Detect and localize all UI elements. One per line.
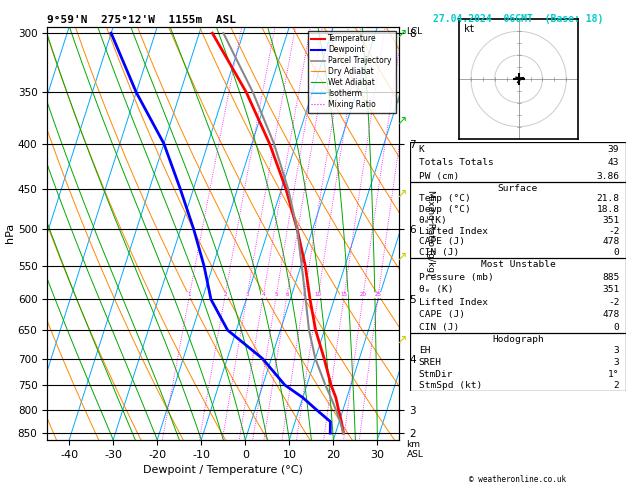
Text: Lifted Index: Lifted Index: [419, 226, 487, 236]
Text: CIN (J): CIN (J): [419, 248, 459, 257]
Text: 0: 0: [614, 248, 620, 257]
Text: 10: 10: [315, 293, 322, 297]
Text: 0: 0: [614, 323, 620, 332]
Text: 3: 3: [614, 347, 620, 355]
Text: ↗: ↗: [396, 28, 406, 40]
Legend: Temperature, Dewpoint, Parcel Trajectory, Dry Adiabat, Wet Adiabat, Isotherm, Mi: Temperature, Dewpoint, Parcel Trajectory…: [308, 31, 396, 113]
Text: StmDir: StmDir: [419, 370, 454, 379]
Text: 1°: 1°: [608, 370, 620, 379]
Text: CAPE (J): CAPE (J): [419, 310, 465, 319]
Text: 39: 39: [608, 145, 620, 154]
Text: θₑ(K): θₑ(K): [419, 216, 447, 225]
Text: Dewp (°C): Dewp (°C): [419, 205, 470, 214]
Text: SREH: SREH: [419, 358, 442, 367]
Text: Totals Totals: Totals Totals: [419, 158, 494, 167]
Text: CAPE (J): CAPE (J): [419, 238, 465, 246]
Text: 20: 20: [360, 293, 367, 297]
Text: Temp (°C): Temp (°C): [419, 194, 470, 204]
Text: Pressure (mb): Pressure (mb): [419, 273, 494, 281]
Text: 885: 885: [602, 273, 620, 281]
Text: 18.8: 18.8: [596, 205, 620, 214]
Text: 351: 351: [602, 285, 620, 294]
Text: 3: 3: [614, 358, 620, 367]
X-axis label: Dewpoint / Temperature (°C): Dewpoint / Temperature (°C): [143, 465, 303, 475]
Text: 3: 3: [245, 293, 249, 297]
Text: Most Unstable: Most Unstable: [481, 260, 555, 269]
Text: ↗: ↗: [396, 188, 406, 201]
Text: CIN (J): CIN (J): [419, 323, 459, 332]
Text: 4: 4: [262, 293, 265, 297]
Text: EH: EH: [419, 347, 430, 355]
Text: K: K: [419, 145, 425, 154]
Text: 3.86: 3.86: [596, 172, 620, 181]
Text: ↗: ↗: [396, 251, 406, 264]
Text: ↗: ↗: [396, 334, 406, 347]
Y-axis label: hPa: hPa: [5, 223, 15, 243]
Text: θₑ (K): θₑ (K): [419, 285, 454, 294]
Y-axis label: Mixing Ratio (g/kg): Mixing Ratio (g/kg): [426, 191, 435, 276]
Text: 27.04.2024  06GMT  (Base: 18): 27.04.2024 06GMT (Base: 18): [433, 14, 603, 24]
Text: 6: 6: [286, 293, 289, 297]
Text: PW (cm): PW (cm): [419, 172, 459, 181]
Text: 478: 478: [602, 310, 620, 319]
Text: 15: 15: [341, 293, 348, 297]
Text: km
ASL: km ASL: [406, 440, 423, 459]
Text: kt: kt: [464, 24, 476, 34]
Text: Surface: Surface: [498, 184, 538, 192]
Text: Hodograph: Hodograph: [492, 335, 544, 344]
Text: 21.8: 21.8: [596, 194, 620, 204]
Text: StmSpd (kt): StmSpd (kt): [419, 382, 482, 390]
Text: -2: -2: [608, 226, 620, 236]
Text: LCL: LCL: [406, 27, 423, 35]
Text: ↗: ↗: [396, 115, 406, 128]
Text: Lifted Index: Lifted Index: [419, 297, 487, 307]
Text: -2: -2: [608, 297, 620, 307]
Text: 1: 1: [188, 293, 191, 297]
Text: 8: 8: [303, 293, 306, 297]
Text: © weatheronline.co.uk: © weatheronline.co.uk: [469, 474, 567, 484]
Text: 478: 478: [602, 238, 620, 246]
Text: 43: 43: [608, 158, 620, 167]
Text: 351: 351: [602, 216, 620, 225]
Text: 5: 5: [275, 293, 278, 297]
Text: 25: 25: [375, 293, 382, 297]
Text: 2: 2: [614, 382, 620, 390]
Text: 2: 2: [223, 293, 227, 297]
Text: 9°59'N  275°12'W  1155m  ASL: 9°59'N 275°12'W 1155m ASL: [47, 15, 236, 25]
